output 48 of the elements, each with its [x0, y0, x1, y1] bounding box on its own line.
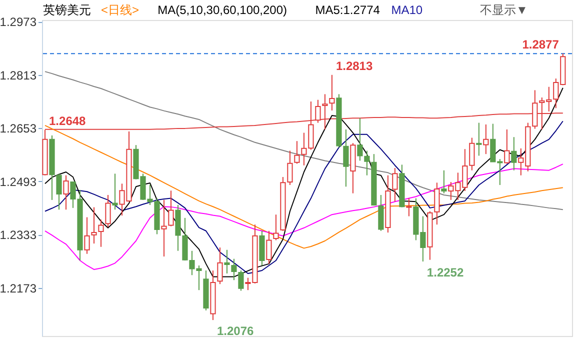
candlestick — [84, 216, 90, 254]
y-tick-label: 1.2813 — [0, 68, 37, 82]
candlestick — [441, 170, 447, 194]
y-tick-label: 1.2173 — [0, 281, 37, 296]
line-series — [44, 124, 564, 249]
candlestick — [112, 173, 118, 210]
y-tick-label: 1.2493 — [0, 174, 37, 189]
candlestick — [483, 124, 489, 155]
candlestick — [343, 128, 349, 188]
annotation: 1.2877 — [522, 38, 560, 52]
candlestick — [63, 174, 69, 210]
candlestick — [511, 136, 517, 171]
annotation: 1.2813 — [336, 58, 373, 73]
candlestick — [105, 194, 111, 228]
candlestick — [231, 258, 237, 281]
text: MA10 — [391, 3, 423, 17]
annotation: 1.2648 — [49, 114, 86, 128]
candlestick — [224, 249, 230, 274]
candlestick — [161, 199, 167, 257]
candlestick — [56, 173, 62, 210]
candlestick — [357, 118, 363, 162]
annotation: 1.2252 — [426, 265, 464, 280]
candlestick — [329, 74, 335, 111]
candlestick — [217, 247, 223, 285]
candlestick — [364, 150, 370, 176]
candlestick — [392, 168, 398, 202]
y-tick-label: 1.2973 — [0, 15, 37, 30]
candlestick — [273, 214, 279, 241]
candlestick — [91, 206, 97, 244]
text: 不显示▼ — [480, 3, 528, 17]
candlestick — [378, 194, 384, 232]
candlestick — [294, 140, 300, 164]
text: MA(5,10,30,60,100,200) — [158, 3, 288, 17]
text: 英镑美元 — [43, 3, 91, 17]
candlestick — [266, 230, 272, 264]
candlestick — [238, 270, 244, 292]
candlestick — [406, 198, 412, 217]
y-tick-label: 1.2333 — [0, 228, 37, 242]
candlestick — [504, 128, 510, 164]
candlestick — [476, 122, 482, 156]
candlestick — [98, 219, 104, 248]
candlestick — [434, 182, 440, 226]
y-tick-label: 1.2653 — [0, 122, 37, 136]
candlestick — [168, 190, 174, 227]
line-series — [44, 164, 564, 270]
annotation: 1.2076 — [216, 324, 254, 338]
text: MA5:1.2774 — [315, 3, 380, 17]
text: <日线> — [101, 3, 140, 17]
